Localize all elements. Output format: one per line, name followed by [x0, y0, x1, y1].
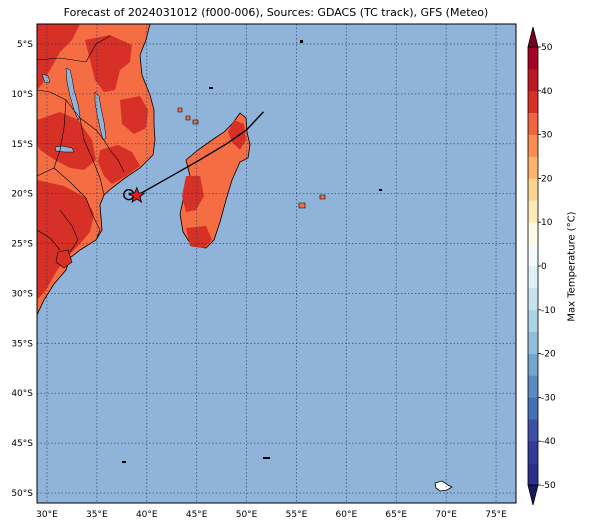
- country-borders: [37, 35, 125, 253]
- latitude-tick-label: 10°S: [11, 90, 33, 100]
- colorbar-tick-label: -20: [541, 350, 556, 360]
- island-reunion: [298, 202, 306, 209]
- hot-region-north: [37, 24, 80, 90]
- colorbar-tick-label: 30: [541, 131, 553, 141]
- longitude-tick-label: 70°E: [435, 510, 457, 520]
- longitude-tick-labels: 30°E 35°E 40°E 45°E 50°E 55°E 60°E 65°E 70°E 75°E: [36, 510, 507, 520]
- colorbar-bin: [528, 375, 538, 398]
- colorbar-tick-label: 20: [541, 174, 553, 184]
- lesotho-border: [55, 249, 73, 269]
- madagascar-hot-north: [228, 120, 246, 150]
- madagascar-hot-south: [186, 226, 212, 248]
- colorbar-bin: [528, 419, 538, 442]
- colorbar-bin: [528, 156, 538, 179]
- latitude-tick-label: 15°S: [11, 140, 33, 150]
- map-frame: [36, 23, 517, 504]
- longitude-tick-label: 55°E: [286, 510, 308, 520]
- island-prince-edward: [122, 461, 126, 463]
- lake-malawi: [94, 91, 107, 141]
- island-seychelles: [300, 40, 303, 43]
- longitude-tick-label: 75°E: [485, 510, 507, 520]
- colorbar-tick-label: -40: [541, 437, 556, 447]
- colorbar-tick-labels: 50 40 30 20 10 0 -10 -20 -30 -40 -50: [538, 43, 556, 491]
- colorbar-bin: [528, 90, 538, 113]
- colorbar-tick-label: -50: [541, 481, 556, 491]
- colorbar-bin: [528, 353, 538, 376]
- gridlines: [37, 24, 516, 503]
- longitude-tick-label: 60°E: [336, 510, 358, 520]
- map-title: Forecast of 2024031012 (f000-006), Sourc…: [63, 6, 489, 19]
- latitude-tick-label: 20°S: [11, 190, 33, 200]
- colorbar-tick-label: -30: [541, 393, 556, 403]
- colorbar-over-extension: [527, 26, 539, 48]
- colorbar-bin: [528, 331, 538, 354]
- latitude-tick-label: 30°S: [11, 289, 33, 299]
- island-mauritius: [319, 194, 326, 200]
- colorbar-bin: [528, 222, 538, 245]
- lake-mweru: [41, 73, 51, 84]
- longitude-tick-label: 35°E: [86, 510, 108, 520]
- latitude-tick-labels: 5°S 10°S 15°S 20°S 25°S 30°S 35°S 40°S 45°S 50°S: [11, 40, 33, 499]
- colorbar-bin: [528, 441, 538, 464]
- latitude-tick-label: 35°S: [11, 339, 33, 349]
- colorbar-tick-label: 50: [541, 43, 553, 53]
- hot-region-east: [120, 96, 148, 134]
- colorbar-under-extension: [527, 484, 539, 506]
- island-comoros-3: [192, 119, 199, 125]
- colorbar-bin: [528, 134, 538, 157]
- island-rodrigues: [379, 189, 382, 191]
- longitude-tick-label: 45°E: [186, 510, 208, 520]
- colorbar-bin: [528, 47, 538, 70]
- hot-region-mozambique: [98, 145, 140, 184]
- latitude-tick-label: 25°S: [11, 240, 33, 250]
- hot-region-lesotho: [56, 250, 72, 268]
- island-comoros-2: [185, 115, 191, 121]
- colorbar-bin: [528, 309, 538, 332]
- island-comoros-1: [177, 107, 183, 113]
- island-aldabra: [209, 87, 213, 89]
- colorbar-bin: [528, 178, 538, 201]
- island-kerguelen: [434, 480, 453, 492]
- colorbar-bin: [528, 397, 538, 420]
- latitude-tick-label: 5°S: [17, 40, 33, 50]
- island-crozet: [263, 457, 270, 459]
- colorbar-tick-label: 40: [541, 87, 553, 97]
- storm-position-star: [128, 186, 146, 204]
- colorbar-tick-label: -10: [541, 306, 556, 316]
- colorbar-bin: [528, 68, 538, 92]
- colorbar-bin: [528, 244, 538, 267]
- madagascar-hot-west: [182, 176, 204, 212]
- longitude-tick-label: 30°E: [36, 510, 58, 520]
- latitude-tick-label: 45°S: [11, 439, 33, 449]
- longitude-tick-label: 40°E: [136, 510, 158, 520]
- land-layer: [37, 24, 453, 492]
- colorbar-tick-label: 0: [541, 262, 547, 272]
- colorbar-bin: [528, 287, 538, 311]
- longitude-tick-label: 50°E: [236, 510, 258, 520]
- colorbar-bin: [528, 112, 538, 135]
- colorbar-tick-label: 10: [541, 218, 553, 228]
- colorbar-label: Max Temperature (°C): [566, 210, 578, 322]
- latitude-tick-label: 40°S: [11, 389, 33, 399]
- colorbar-bin: [528, 200, 538, 223]
- longitude-tick-label: 65°E: [385, 510, 407, 520]
- colorbar-bin: [528, 266, 538, 289]
- hot-region-south: [37, 180, 94, 300]
- colorbar: [527, 26, 539, 506]
- latitude-tick-label: 50°S: [11, 489, 33, 499]
- colorbar-bin: [528, 463, 538, 486]
